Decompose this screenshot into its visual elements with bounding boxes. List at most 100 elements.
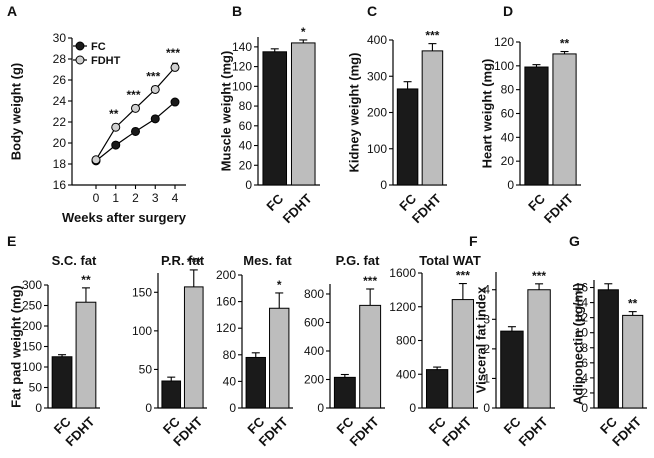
significance-marker: *** — [146, 69, 160, 83]
y-tick-label: 30 — [53, 31, 67, 45]
y-tick-label: 16 — [53, 178, 67, 192]
panel-title: P.R. fat — [161, 253, 205, 268]
y-tick-label: 80 — [223, 348, 237, 362]
panel-title: S.C. fat — [52, 253, 97, 268]
y-tick-label: 200 — [216, 268, 236, 282]
panel-letter: E — [7, 233, 16, 249]
y-tick-label: 120 — [494, 35, 514, 49]
data-point-fc — [111, 140, 121, 150]
bar-fc — [262, 51, 288, 186]
y-tick-label: 0 — [507, 178, 514, 192]
panel-letter: D — [503, 3, 513, 19]
bar-fc — [396, 88, 419, 186]
y-tick-label: 140 — [232, 40, 252, 54]
legend-marker — [75, 55, 85, 65]
y-tick-label: 600 — [304, 315, 324, 329]
y-tick-label: 0 — [145, 401, 152, 415]
y-tick-label: 100 — [232, 79, 252, 93]
y-axis-label: Body weight (g) — [9, 63, 24, 161]
y-tick-label: 100 — [494, 59, 514, 73]
category-label: FDHT — [280, 191, 315, 226]
panel-title: P.G. fat — [336, 253, 381, 268]
legend-marker — [75, 41, 85, 51]
y-tick-label: 4 — [581, 371, 588, 385]
bar-fc — [597, 289, 619, 409]
bar-fc — [245, 356, 266, 409]
data-point-fdht — [150, 84, 160, 94]
y-tick-label: 20 — [239, 158, 253, 172]
y-tick-label: 120 — [232, 60, 252, 74]
y-tick-label: 40 — [239, 139, 253, 153]
bar-fc — [524, 66, 549, 186]
bar-fc — [161, 380, 182, 409]
y-tick-label: 12 — [575, 311, 589, 325]
y-tick-label: 3 — [483, 312, 490, 326]
category-label: FC — [263, 191, 286, 214]
significance-marker: * — [301, 25, 306, 39]
y-tick-label: 28 — [53, 52, 67, 66]
y-tick-label: 60 — [239, 119, 253, 133]
panel-letter: B — [232, 3, 242, 19]
bar-fdht — [183, 286, 204, 409]
y-tick-label: 800 — [304, 287, 324, 301]
bar-fdht — [451, 299, 475, 409]
bar-fdht — [552, 53, 577, 186]
data-point-fdht — [170, 62, 180, 72]
y-tick-label: 6 — [581, 356, 588, 370]
y-tick-label: 200 — [22, 319, 42, 333]
category-label: FDHT — [409, 191, 444, 226]
significance-marker: ** — [628, 297, 638, 311]
y-tick-label: 4 — [483, 283, 490, 297]
significance-marker: *** — [532, 269, 546, 283]
legend-label: FC — [91, 41, 106, 53]
bar-fdht — [527, 289, 551, 409]
data-point-fc — [170, 97, 180, 107]
y-tick-label: 40 — [223, 374, 237, 388]
y-tick-label: 0 — [380, 178, 387, 192]
y-axis-label: Muscle weight (mg) — [219, 51, 234, 172]
y-axis-label: Fat pad weight (mg) — [9, 285, 24, 408]
y-tick-label: 50 — [29, 381, 43, 395]
significance-marker: *** — [187, 255, 201, 269]
y-tick-label: 160 — [216, 295, 236, 309]
bar-fc — [51, 356, 73, 409]
category-label: FDHT — [541, 191, 576, 226]
significance-marker: ** — [81, 273, 91, 287]
category-label: FDHT — [347, 414, 382, 449]
significance-marker: *** — [456, 269, 470, 283]
data-point-fc — [131, 126, 140, 136]
data-point-fdht — [131, 103, 140, 113]
y-tick-label: 120 — [216, 321, 236, 335]
y-tick-label: 80 — [239, 99, 253, 113]
y-tick-label: 26 — [53, 73, 67, 87]
y-tick-label: 1600 — [389, 266, 416, 280]
bar-fdht — [269, 307, 290, 409]
y-tick-label: 1200 — [389, 300, 416, 314]
y-tick-label: 22 — [53, 115, 67, 129]
y-tick-label: 100 — [367, 142, 387, 156]
y-tick-label: 400 — [304, 344, 324, 358]
y-tick-label: 150 — [22, 340, 42, 354]
y-tick-label: 0 — [245, 178, 252, 192]
y-tick-label: 800 — [396, 334, 416, 348]
y-axis-label: Kidney weight (mg) — [347, 53, 362, 173]
bar-fc — [425, 369, 449, 409]
panel-letter: C — [367, 3, 377, 19]
bar-fc — [500, 330, 524, 409]
y-tick-label: 40 — [501, 130, 515, 144]
y-tick-label: 1 — [483, 371, 490, 385]
bar-fc — [333, 376, 356, 409]
y-tick-label: 0 — [35, 401, 42, 415]
bar-fdht — [359, 304, 382, 409]
bar-fdht — [75, 301, 97, 409]
y-tick-label: 8 — [581, 341, 588, 355]
panel-letter: G — [569, 233, 580, 249]
x-tick-label: 4 — [172, 191, 179, 205]
y-axis-label: Heart weight (mg) — [480, 59, 495, 169]
significance-marker: *** — [363, 274, 377, 288]
y-tick-label: 2 — [483, 342, 490, 356]
y-tick-label: 0 — [581, 401, 588, 415]
x-tick-label: 1 — [112, 191, 119, 205]
y-tick-label: 20 — [53, 136, 67, 150]
bar-fdht — [290, 42, 316, 186]
